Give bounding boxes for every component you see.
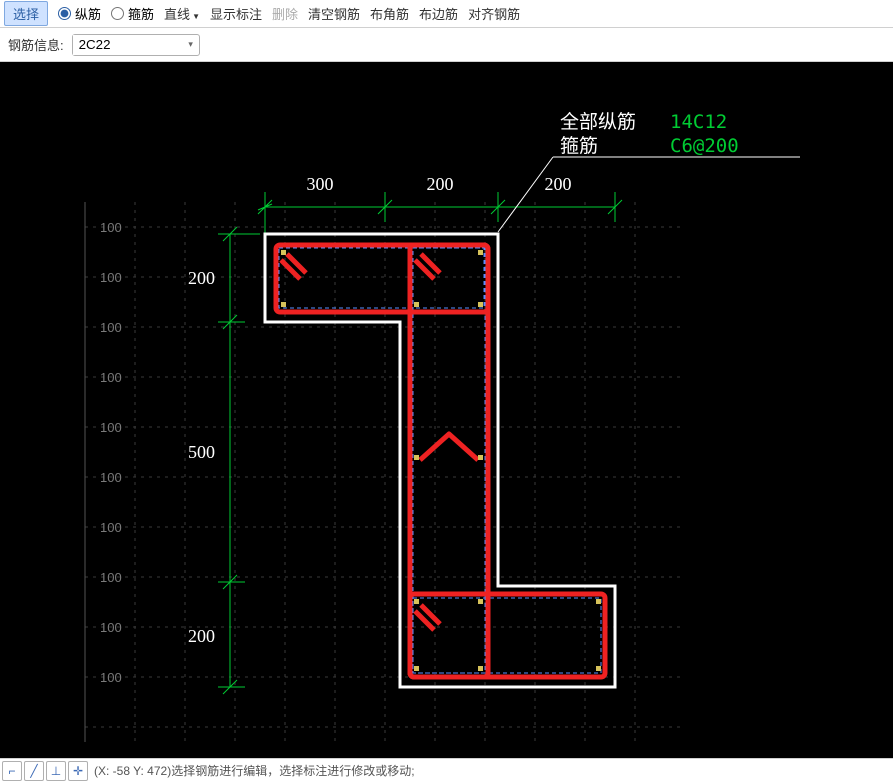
radio-longitudinal[interactable]: 纵筋 [58,4,101,23]
rebar-info-input[interactable] [73,35,183,55]
dim-200b: 200 [545,174,572,194]
svg-text:100: 100 [100,520,122,535]
svg-text:100: 100 [100,670,122,685]
coord-prefix: (X: [94,764,113,778]
line-label: 直线 [164,7,190,22]
coord-x: -58 [113,764,130,778]
snap-endpoint-icon[interactable]: ⌐ [2,761,22,781]
svg-text:100: 100 [100,470,122,485]
show-label-button[interactable]: 显示标注 [210,4,262,23]
dim-v500: 500 [188,442,215,462]
svg-text:100: 100 [100,370,122,385]
info-bar: 钢筋信息: ▾ [0,28,893,62]
annot-l2a: 箍筋 [560,135,598,157]
svg-text:100: 100 [100,620,122,635]
dim-200a: 200 [427,174,454,194]
chevron-down-icon[interactable]: ▾ [183,39,199,50]
status-text: (X: -58 Y: 472)选择钢筋进行编辑，选择标注进行修改或移动; [94,762,415,779]
clear-button[interactable]: 清空钢筋 [308,4,360,23]
coord-mid: Y: [130,764,147,778]
rebar-shapes [276,245,605,677]
coord-y: 472 [147,764,167,778]
annot-l2b: C6@200 [670,135,739,157]
corner-button[interactable]: 布角筋 [370,4,409,23]
drawing-canvas[interactable]: 100 100 100 100 100 100 100 100 100 100 300 200 2… [0,62,893,758]
snap-cross-icon[interactable]: ✛ [68,761,88,781]
svg-text:100: 100 [100,270,122,285]
radio-stirrup[interactable]: 箍筋 [111,4,154,23]
svg-text:100: 100 [100,220,122,235]
align-button[interactable]: 对齐钢筋 [468,4,520,23]
dim-300: 300 [307,174,334,194]
svg-text:100: 100 [100,420,122,435]
select-button[interactable]: 选择 [4,1,48,26]
main-toolbar: 选择 纵筋 箍筋 直线▼ 显示标注 删除 清空钢筋 布角筋 布边筋 对齐钢筋 [0,0,893,28]
snap-perp-icon[interactable]: ⊥ [46,761,66,781]
radio-stirrup-label: 箍筋 [128,4,154,23]
dim-v200b: 200 [188,626,215,646]
annot-l1b: 14C12 [670,111,727,133]
rebar-info-field[interactable]: ▾ [72,34,200,56]
section-outline [265,234,615,687]
line-dropdown[interactable]: 直线▼ [164,4,200,23]
info-label: 钢筋信息: [8,35,64,54]
chevron-down-icon: ▼ [192,12,200,21]
dim-v200a: 200 [188,268,215,288]
annotation: 全部纵筋 14C12 箍筋 C6@200 [498,111,800,232]
annot-l1a: 全部纵筋 [560,111,636,133]
radio-longitudinal-input[interactable] [58,7,71,20]
delete-button[interactable]: 删除 [272,4,298,23]
radio-stirrup-input[interactable] [111,7,124,20]
snap-midpoint-icon[interactable]: ╱ [24,761,44,781]
drawing-svg: 100 100 100 100 100 100 100 100 100 100 300 200 2… [0,62,893,758]
dimensions-left: 200 500 200 [188,227,260,694]
svg-text:100: 100 [100,570,122,585]
svg-text:100: 100 [100,320,122,335]
status-hint: 选择钢筋进行编辑，选择标注进行修改或移动; [171,764,414,778]
ruler-left: 100 100 100 100 100 100 100 100 100 100 [85,202,122,742]
grid [85,202,680,742]
status-bar: ⌐ ╱ ⊥ ✛ (X: -58 Y: 472)选择钢筋进行编辑，选择标注进行修改… [0,758,893,782]
edge-button[interactable]: 布边筋 [419,4,458,23]
radio-longitudinal-label: 纵筋 [75,4,101,23]
dimensions-top: 300 200 200 [258,174,622,237]
